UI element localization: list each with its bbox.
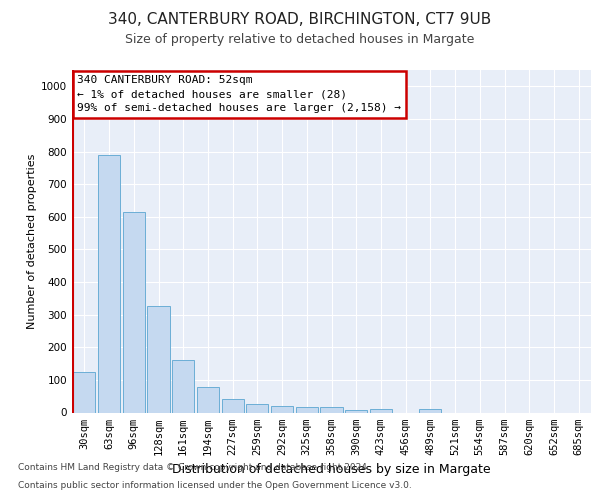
Bar — [221, 400, 244, 412]
Bar — [246, 404, 268, 412]
Bar — [271, 406, 293, 412]
X-axis label: Distribution of detached houses by size in Margate: Distribution of detached houses by size … — [172, 463, 491, 476]
Bar — [320, 407, 343, 412]
Bar — [98, 155, 120, 412]
Bar — [345, 410, 367, 412]
Bar — [296, 407, 318, 412]
Bar — [148, 306, 170, 412]
Bar — [122, 212, 145, 412]
Bar — [370, 409, 392, 412]
Bar — [73, 372, 95, 412]
Y-axis label: Number of detached properties: Number of detached properties — [27, 154, 37, 329]
Bar — [419, 409, 442, 412]
Text: 340 CANTERBURY ROAD: 52sqm
← 1% of detached houses are smaller (28)
99% of semi-: 340 CANTERBURY ROAD: 52sqm ← 1% of detac… — [77, 75, 401, 113]
Text: Contains public sector information licensed under the Open Government Licence v3: Contains public sector information licen… — [18, 481, 412, 490]
Text: Size of property relative to detached houses in Margate: Size of property relative to detached ho… — [125, 32, 475, 46]
Bar — [197, 387, 219, 412]
Bar — [172, 360, 194, 412]
Text: Contains HM Land Registry data © Crown copyright and database right 2024.: Contains HM Land Registry data © Crown c… — [18, 464, 370, 472]
Text: 340, CANTERBURY ROAD, BIRCHINGTON, CT7 9UB: 340, CANTERBURY ROAD, BIRCHINGTON, CT7 9… — [109, 12, 491, 28]
